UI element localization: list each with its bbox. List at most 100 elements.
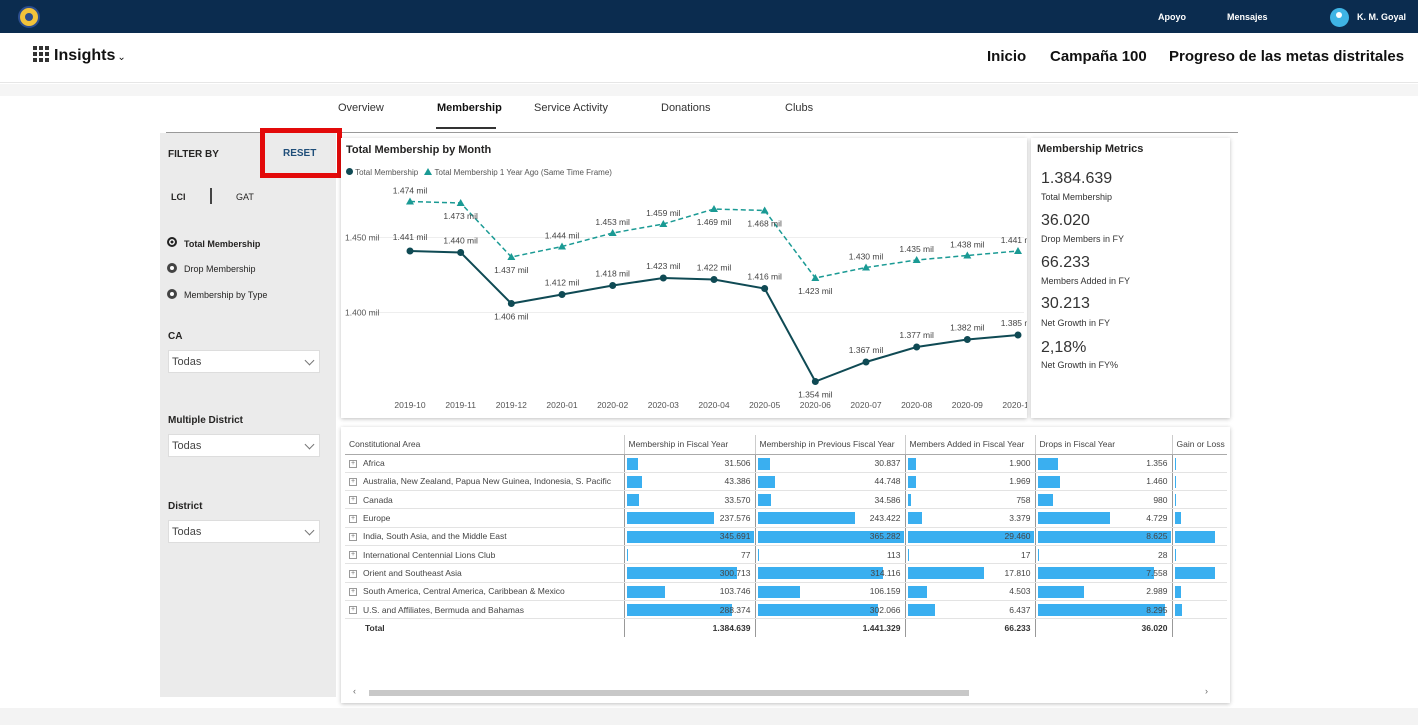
area-cell[interactable]: + Canada [345, 490, 624, 510]
table-row[interactable]: + South America, Central America, Caribbe… [345, 582, 1227, 601]
table-row[interactable]: + Europe 237.576 243.422 3.379 4.729 [345, 508, 1227, 528]
scroll-right-icon[interactable]: › [1205, 686, 1208, 696]
tab-clubs[interactable]: Clubs [785, 102, 814, 114]
area-cell[interactable]: + International Centennial Lions Club [345, 545, 624, 565]
expand-icon[interactable]: + [349, 514, 357, 523]
expand-icon[interactable]: + [349, 478, 357, 487]
value-cell: 44.748 [754, 472, 905, 492]
area-cell[interactable]: + Orient and Southeast Asia [345, 563, 624, 583]
value-cell: 980 [1034, 490, 1172, 510]
total-label: Total [365, 623, 385, 634]
value-cell: 1.969 [904, 472, 1035, 492]
nav-link-progreso[interactable]: Progreso de las metas distritales [1169, 48, 1405, 65]
option-drop-membership[interactable]: Drop Membership [184, 264, 256, 274]
data-point [761, 285, 769, 292]
metric-net-label: Net Growth in FY [1041, 318, 1111, 328]
radio-total-membership[interactable] [167, 237, 177, 247]
data-point [1014, 247, 1022, 254]
area-cell[interactable]: + South America, Central America, Caribbe… [345, 582, 624, 601]
radio-membership-by-type[interactable] [167, 289, 177, 299]
data-label: 1.468 mil [747, 219, 782, 229]
area-name: South America, Central America, Caribbea… [363, 586, 565, 597]
table-row[interactable]: + India, South Asia, and the Middle East 3… [345, 527, 1227, 546]
area-cell[interactable]: + Africa [345, 454, 624, 473]
area-cell[interactable]: + U.S. and Affiliates, Bermuda and Bahama… [345, 600, 624, 620]
messages-link[interactable]: Mensajes [1227, 12, 1268, 22]
support-link[interactable]: Apoyo [1158, 12, 1186, 22]
option-membership-by-type[interactable]: Membership by Type [184, 290, 268, 300]
legend-current[interactable]: Total Membership [355, 168, 419, 177]
toggle-gat[interactable]: GAT [236, 192, 254, 202]
table-row[interactable]: + Canada 33.570 34.586 758 980 [345, 490, 1227, 510]
table-row[interactable]: + U.S. and Affiliates, Bermuda and Bahama… [345, 600, 1227, 620]
user-name[interactable]: K. M. Goyal [1357, 12, 1407, 22]
line-chart[interactable]: 1.450 mil 1.400 mil 2019-10 2019-11 2019-12 2… [341, 180, 1027, 416]
expand-icon[interactable]: + [349, 496, 357, 505]
avatar-icon[interactable] [1330, 8, 1349, 27]
app-launcher-icon[interactable] [33, 46, 49, 62]
col-drops[interactable]: Drops in Fiscal Year [1035, 435, 1173, 455]
expand-icon[interactable]: + [349, 587, 357, 596]
area-name: U.S. and Affiliates, Bermuda and Bahamas [363, 604, 524, 615]
area-cell[interactable]: + Australia, New Zealand, Papua New Guine… [345, 472, 624, 492]
tab-service-activity[interactable]: Service Activity [534, 102, 608, 114]
reset-button[interactable]: RESET [283, 148, 317, 159]
table-row[interactable]: + International Centennial Lions Club 77 11… [345, 545, 1227, 565]
cell-value: 17 [1021, 549, 1031, 560]
expand-icon[interactable]: + [349, 533, 357, 542]
radio-drop-membership[interactable] [167, 263, 177, 273]
value-cell: 302.066 [754, 600, 905, 620]
table-row[interactable]: + Orient and Southeast Asia 300.713 314.116… [345, 563, 1227, 583]
scroll-left-icon[interactable]: ‹ [353, 686, 356, 696]
expand-icon[interactable]: + [349, 606, 357, 615]
md-select[interactable]: Todas [168, 434, 320, 457]
ca-select[interactable]: Todas [168, 350, 320, 373]
cell-value: 106.159 [869, 586, 901, 597]
col-membership[interactable]: Membership in Fiscal Year [624, 435, 756, 455]
area-cell[interactable]: + India, South Asia, and the Middle East [345, 527, 624, 546]
col-gain-loss[interactable]: Gain or Loss [1172, 435, 1227, 455]
data-bar [626, 548, 628, 561]
area-cell[interactable]: + Europe [345, 508, 624, 528]
col-prev-membership[interactable]: Membership in Previous Fiscal Year [755, 435, 906, 455]
lions-logo-icon[interactable] [18, 6, 40, 28]
value-cell: 758 [904, 490, 1035, 510]
option-total-membership[interactable]: Total Membership [184, 239, 261, 249]
table-row[interactable]: + Africa 31.506 30.837 1.900 1.356 [345, 454, 1227, 473]
data-bar [907, 567, 984, 580]
cell-value: 31.506 [724, 458, 751, 469]
metric-added-label: Members Added in FY [1041, 276, 1131, 286]
data-bar [626, 603, 733, 616]
table-row[interactable]: + Australia, New Zealand, Papua New Guine… [345, 472, 1227, 492]
tab-overview[interactable]: Overview [338, 102, 384, 114]
col-added[interactable]: Members Added in Fiscal Year [905, 435, 1036, 455]
data-bar [907, 512, 922, 525]
expand-icon[interactable]: + [349, 551, 357, 560]
tab-membership[interactable]: Membership [437, 102, 502, 114]
value-cell: 288.374 [623, 600, 755, 620]
scroll-thumb[interactable] [369, 690, 969, 696]
data-label: 1.416 mil [747, 272, 782, 282]
horizontal-scrollbar[interactable]: ‹ › [347, 686, 1217, 698]
x-tick-label: 2020-02 [597, 400, 628, 410]
metric-drop-label: Drop Members in FY [1041, 234, 1125, 244]
expand-icon[interactable]: + [349, 459, 357, 468]
x-tick-label: 2020-09 [952, 400, 983, 410]
cell-value: 1.969 [1009, 476, 1031, 487]
value-cell: 6.437 [904, 600, 1035, 620]
nav-link-campana[interactable]: Campaña 100 [1050, 48, 1147, 65]
area-name: International Centennial Lions Club [363, 549, 496, 560]
district-select[interactable]: Todas [168, 520, 320, 543]
y-tick-label: 1.400 mil [345, 308, 380, 318]
toggle-lci[interactable]: LCI [171, 192, 186, 202]
nav-link-inicio[interactable]: Inicio [987, 48, 1027, 65]
value-cell: 17.810 [904, 563, 1035, 583]
expand-icon[interactable]: + [349, 569, 357, 578]
tab-donations[interactable]: Donations [661, 102, 711, 114]
data-point [659, 220, 668, 227]
cell-value: 4.729 [1146, 513, 1168, 524]
data-point [710, 276, 718, 283]
col-area[interactable]: Constitutional Area [345, 435, 625, 455]
legend-previous[interactable]: Total Membership 1 Year Ago (Same Time F… [434, 168, 612, 177]
app-title[interactable]: Insights ⌄ [54, 47, 126, 64]
